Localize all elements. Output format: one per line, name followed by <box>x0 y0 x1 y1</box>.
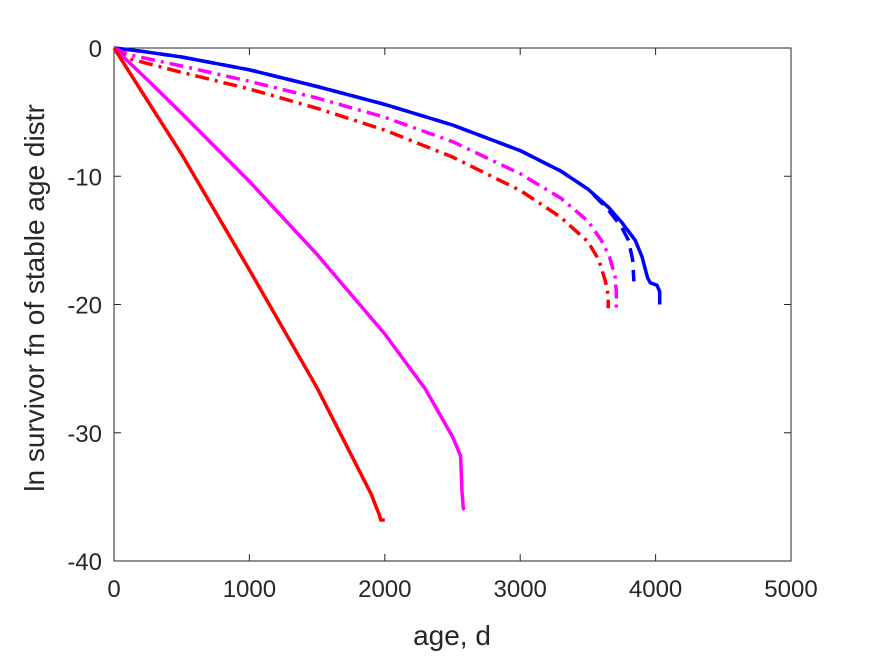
x-tick-label: 5000 <box>764 576 817 603</box>
tick-marks <box>113 47 792 562</box>
series-line <box>113 46 636 282</box>
series-line <box>112 47 385 522</box>
x-tick-label: 3000 <box>494 576 547 603</box>
x-axis-label: age, d <box>413 620 491 651</box>
y-tick-label: -20 <box>67 293 102 320</box>
y-tick-label: -10 <box>67 164 102 191</box>
plot-area <box>113 47 792 562</box>
y-tick-label: 0 <box>89 36 102 63</box>
x-tick-labels: 0 1000 2000 3000 4000 5000 <box>107 576 817 603</box>
series-line <box>112 46 466 511</box>
y-axis-label: ln survivor fn of stable age distr <box>19 104 50 492</box>
y-tick-labels: 0 -10 -20 -30 -40 <box>67 36 102 576</box>
y-tick-label: -40 <box>67 549 102 576</box>
x-tick-label: 4000 <box>629 576 682 603</box>
x-tick-label: 1000 <box>223 576 276 603</box>
series-line <box>112 46 610 309</box>
y-tick-label: -30 <box>67 421 102 448</box>
series-line <box>113 46 619 309</box>
series-lines <box>112 46 662 522</box>
x-tick-label: 0 <box>107 576 120 603</box>
x-tick-label: 2000 <box>358 576 411 603</box>
